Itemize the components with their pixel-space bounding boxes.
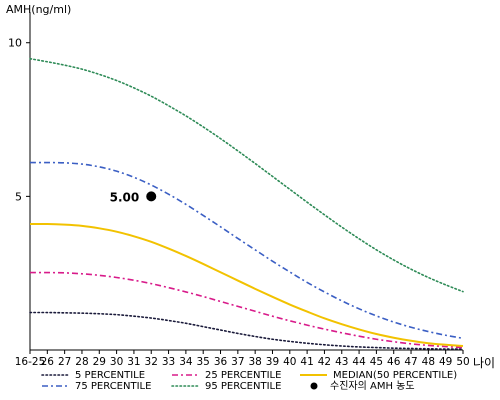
patient-marker-value: 5.00 xyxy=(110,190,140,204)
x-tick-label: 28 xyxy=(75,356,88,368)
x-tick-label: 33 xyxy=(162,356,175,368)
x-tick-label: 38 xyxy=(248,356,261,368)
legend-label: 75 PERCENTILE xyxy=(75,381,151,392)
x-tick-label: 26 xyxy=(41,356,55,368)
series-line-75-percentile xyxy=(29,161,464,340)
x-tick-label: 30 xyxy=(110,356,123,368)
x-tick-label: 32 xyxy=(145,356,158,368)
x-tick-label: 16-25 xyxy=(15,356,46,368)
x-tick-label: 27 xyxy=(58,356,71,368)
series-line-median-50-percentile- xyxy=(29,222,464,348)
x-tick-label: 29 xyxy=(93,356,106,368)
x-tick-label: 45 xyxy=(370,356,383,368)
x-tick-label: 48 xyxy=(422,356,435,368)
x-tick-label: 36 xyxy=(214,356,228,368)
y-axis-title: AMH(ng/ml) xyxy=(6,3,71,16)
x-tick-label: 39 xyxy=(266,356,279,368)
legend-label: 25 PERCENTILE xyxy=(205,370,281,381)
patient-marker: 5.00 xyxy=(110,190,157,204)
x-tick-label: 44 xyxy=(352,356,366,368)
legend-marker-dot xyxy=(310,382,318,390)
x-tick-label: 34 xyxy=(179,356,193,368)
x-tick-label: 49 xyxy=(439,356,452,368)
legend: 5 PERCENTILE 25 PERCENTILE MEDIAN(50 PERCE… xyxy=(41,370,457,392)
x-tick-label: 43 xyxy=(335,356,348,368)
x-tick-label: 46 xyxy=(387,356,401,368)
x-tick-label: 35 xyxy=(197,356,210,368)
legend-label: 수진자의 AMH 농도 xyxy=(330,380,415,392)
legend-label: 95 PERCENTILE xyxy=(205,381,281,392)
series-line-95-percentile xyxy=(29,57,464,293)
x-tick-label: 42 xyxy=(318,356,331,368)
series-lines xyxy=(29,57,464,350)
x-tick-label: 37 xyxy=(231,356,244,368)
x-axis-title: 나이 xyxy=(473,356,495,370)
y-tick-label: 10 xyxy=(8,37,22,50)
x-tick-label: 50 xyxy=(456,356,469,368)
series-line-5-percentile xyxy=(29,311,464,350)
patient-marker-dot xyxy=(146,191,157,202)
series-line-25-percentile xyxy=(29,271,464,349)
legend-label: 5 PERCENTILE xyxy=(75,370,145,381)
legend-label: MEDIAN(50 PERCENTILE) xyxy=(333,370,457,381)
y-tick-label: 5 xyxy=(15,190,22,203)
x-tick-label: 47 xyxy=(404,356,417,368)
x-tick-label: 40 xyxy=(283,356,296,368)
x-tick-label: 31 xyxy=(127,356,140,368)
x-tick-label: 41 xyxy=(300,356,313,368)
